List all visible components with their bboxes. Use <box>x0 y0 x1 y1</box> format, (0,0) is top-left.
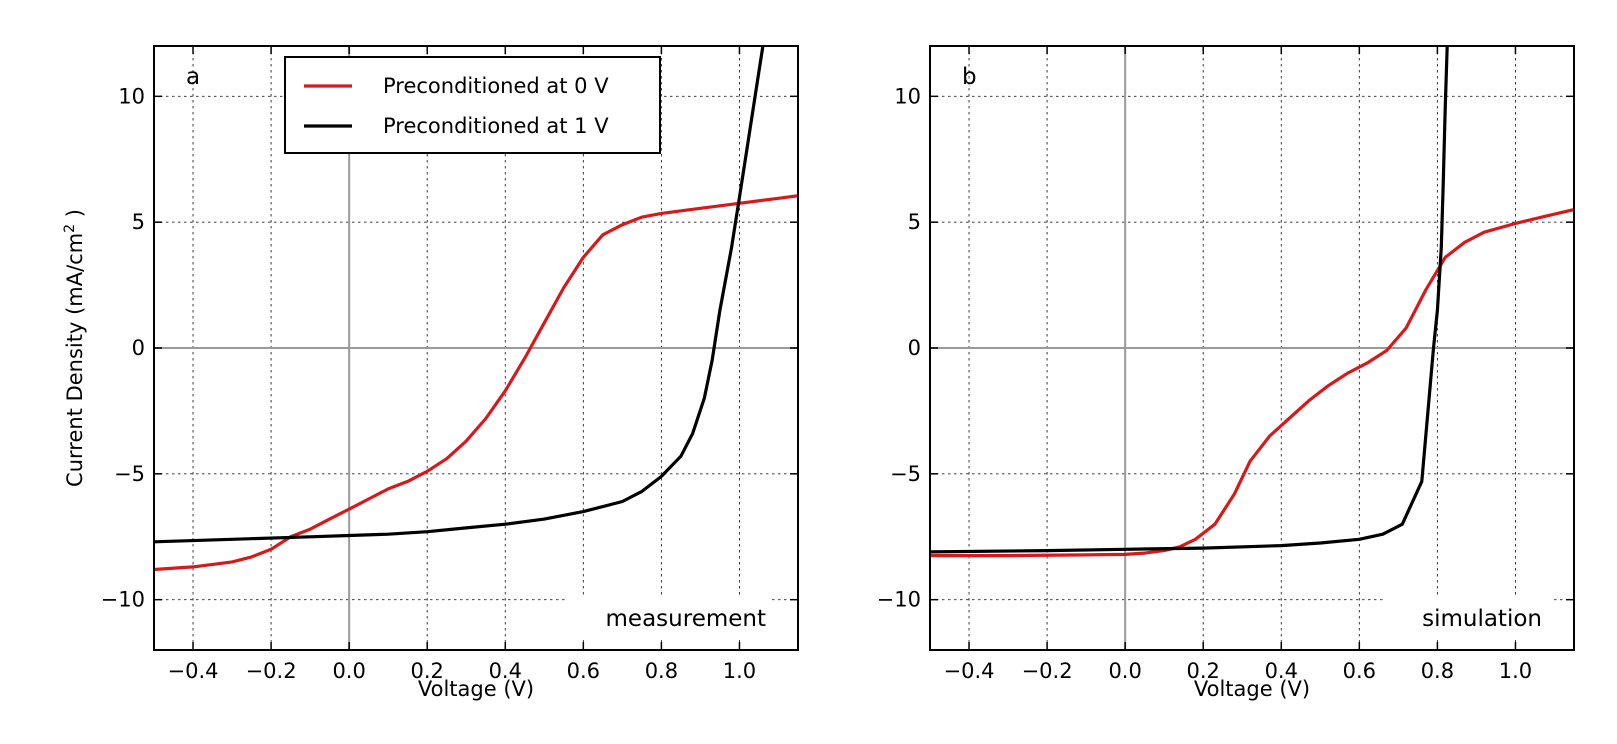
x-tick-label: 0.8 <box>1421 659 1454 683</box>
x-tick-label: −0.4 <box>944 659 995 683</box>
panel-a-ticks: −0.4 −0.2 0.0 0.2 0.4 0.6 0.8 1.0 −10 −5 0 5 10 <box>101 46 798 683</box>
y-tick-label: −5 <box>114 462 145 486</box>
x-tick-label: 0.0 <box>1108 659 1141 683</box>
x-tick-label: 0.2 <box>1187 659 1220 683</box>
panel-a-annotation: measurement <box>606 606 766 632</box>
x-tick-label: −0.4 <box>168 659 219 683</box>
panel-a-label: a <box>186 64 200 90</box>
x-tick-label: 0.6 <box>567 659 600 683</box>
panel-a-series <box>154 46 798 572</box>
x-tick-label: 0.6 <box>1343 659 1376 683</box>
y-tick-label: −10 <box>877 588 921 612</box>
panel-b-label: b <box>962 64 977 90</box>
y-tick-label: 0 <box>132 336 145 360</box>
legend-box <box>284 56 661 154</box>
series-line-preconditioned-0v <box>930 208 1574 558</box>
legend-entry-1: Preconditioned at 1 V <box>383 114 609 138</box>
x-tick-label: 0.0 <box>332 659 365 683</box>
panel-b-zero-lines <box>930 46 1574 650</box>
y-axis-title-end: ) <box>63 209 87 224</box>
x-tick-label: 1.0 <box>723 659 756 683</box>
y-tick-label: 10 <box>118 84 145 108</box>
legend-entry-0: Preconditioned at 0 V <box>383 74 609 98</box>
y-tick-label: −10 <box>101 588 145 612</box>
panel-a: −0.4 −0.2 0.0 0.2 0.4 0.6 0.8 1.0 −10 −5 0 5 10 a me… <box>101 45 799 701</box>
y-tick-label: −5 <box>890 462 921 486</box>
x-tick-label: 0.4 <box>1265 659 1298 683</box>
series-line-preconditioned-0v <box>154 194 798 572</box>
x-tick-label: 0.4 <box>489 659 522 683</box>
x-tick-label: 0.8 <box>645 659 678 683</box>
x-tick-label: 0.2 <box>411 659 444 683</box>
x-tick-label: 1.0 <box>1499 659 1532 683</box>
series-line-preconditioned-1v <box>154 46 765 544</box>
panel-b-annotation: simulation <box>1422 606 1542 632</box>
panel-b-series <box>930 46 1574 558</box>
panel-b-annotation-bg <box>1385 595 1551 639</box>
panel-b-x-axis-title: Voltage (V) <box>1194 677 1310 701</box>
y-axis-title-main: Current Density (mA/cm <box>63 233 87 487</box>
y-tick-label: 5 <box>908 210 921 234</box>
y-tick-label: 5 <box>132 210 145 234</box>
series-line-preconditioned-1v <box>930 46 1449 554</box>
legend: Preconditioned at 0 V Preconditioned at … <box>284 56 661 154</box>
panel-b-ticks: −0.4 −0.2 0.0 0.2 0.4 0.6 0.8 1.0 −10 −5 0 5 10 <box>877 46 1574 683</box>
y-tick-label: 10 <box>894 84 921 108</box>
panel-b: −0.4 −0.2 0.0 0.2 0.4 0.6 0.8 1.0 −10 −5 0 5 10 b si… <box>877 45 1575 701</box>
y-axis-title: Current Density (mA/cm2 ) <box>62 209 87 487</box>
y-tick-label: 0 <box>908 336 921 360</box>
panel-a-x-axis-title: Voltage (V) <box>418 677 534 701</box>
x-tick-label: −0.2 <box>1022 659 1073 683</box>
y-axis-title-sup: 2 <box>62 224 78 233</box>
x-tick-label: −0.2 <box>246 659 297 683</box>
panel-a-annotation-bg <box>568 595 772 639</box>
